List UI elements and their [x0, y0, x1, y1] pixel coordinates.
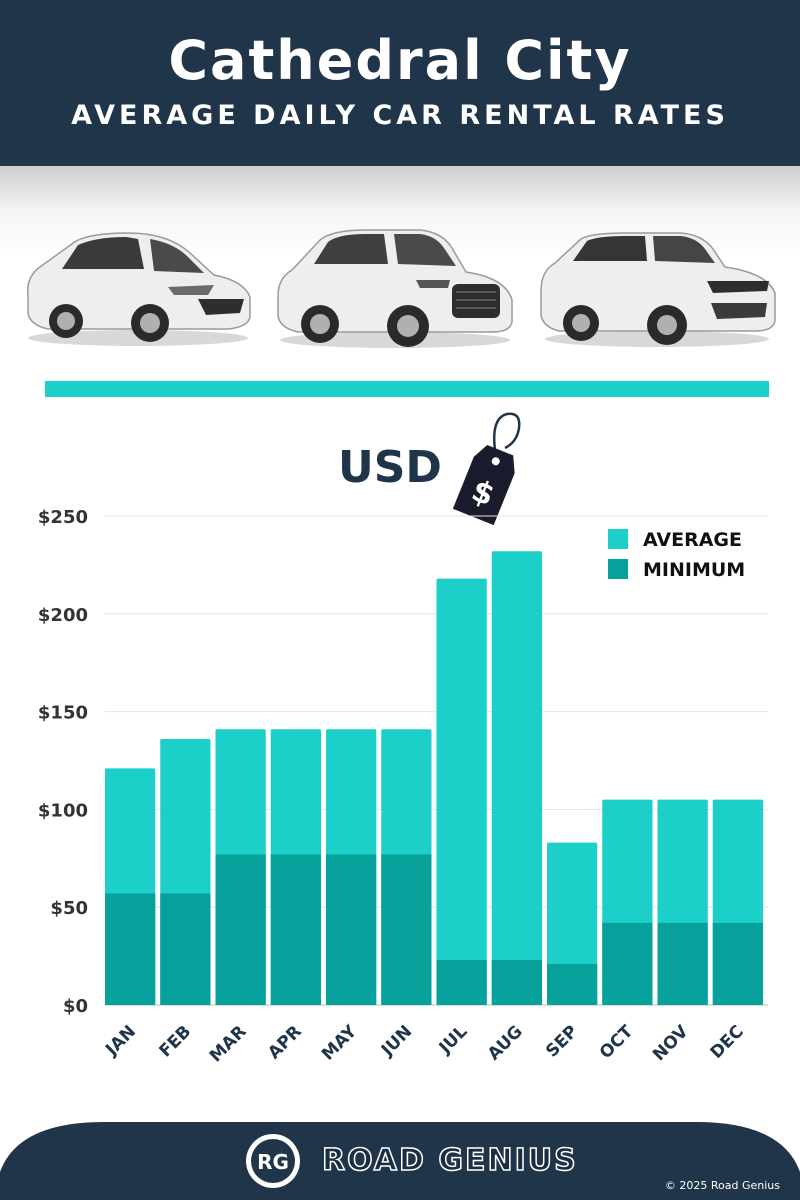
bar-minimum [602, 922, 653, 1005]
brand-name: ROAD GENIUS [321, 1142, 578, 1179]
x-tick-label: FEB [156, 1022, 196, 1062]
bar-minimum [381, 854, 432, 1005]
y-tick-label: $0 [63, 996, 88, 1017]
page-title: Cathedral City [168, 29, 632, 92]
bar-minimum [657, 922, 708, 1005]
copyright-text: © 2025 Road Genius [664, 1179, 780, 1192]
page-subtitle: AVERAGE DAILY CAR RENTAL RATES [71, 100, 729, 131]
bar-average [436, 578, 487, 1005]
bar-minimum [326, 854, 377, 1005]
currency-label: USD [338, 442, 442, 493]
logo-text: RG [257, 1150, 289, 1174]
bar-minimum [270, 854, 321, 1005]
legend-swatch [608, 529, 628, 549]
car-luxury-suv-icon [540, 232, 776, 347]
x-tick-label: DEC [707, 1022, 748, 1063]
price-tag-icon: $ [452, 412, 521, 526]
bar-average [491, 551, 542, 1005]
footer-banner [0, 1122, 800, 1200]
rental-rate-chart: $0 $50 $100 $150 $200 $250 JAN FEB MAR APR MAY JUN J… [38, 507, 768, 1067]
x-tick-label: JUN [377, 1022, 416, 1061]
bar-minimum [215, 854, 266, 1005]
x-tick-label: NOV [649, 1021, 693, 1065]
x-tick-label: OCT [596, 1021, 638, 1063]
y-tick-label: $250 [38, 507, 88, 528]
legend-label: MINIMUM [643, 559, 745, 581]
bar-minimum [160, 893, 211, 1005]
x-tick-label: SEP [542, 1022, 582, 1062]
y-tick-label: $50 [50, 898, 88, 919]
x-tick-label: MAY [318, 1021, 361, 1064]
x-tick-label: APR [264, 1022, 306, 1064]
bar-minimum [105, 893, 156, 1005]
y-tick-label: $150 [38, 703, 88, 724]
bar-minimum [491, 960, 542, 1005]
y-tick-label: $100 [38, 800, 88, 821]
accent-divider [45, 381, 769, 397]
x-tick-label: MAR [206, 1022, 251, 1067]
y-tick-label: $200 [38, 605, 88, 626]
legend-label: AVERAGE [643, 529, 742, 551]
header-banner [0, 0, 800, 166]
legend-swatch [608, 559, 628, 579]
road-genius-logo: RG [246, 1134, 300, 1188]
bar-minimum [436, 960, 487, 1005]
x-tick-label: JUL [435, 1022, 472, 1059]
car-hatchback-icon [27, 232, 251, 346]
x-tick-label: JAN [101, 1022, 140, 1061]
car-suv-icon [277, 229, 513, 348]
bar-minimum [547, 963, 598, 1005]
x-tick-label: AUG [484, 1022, 527, 1065]
bar-minimum [712, 922, 763, 1005]
